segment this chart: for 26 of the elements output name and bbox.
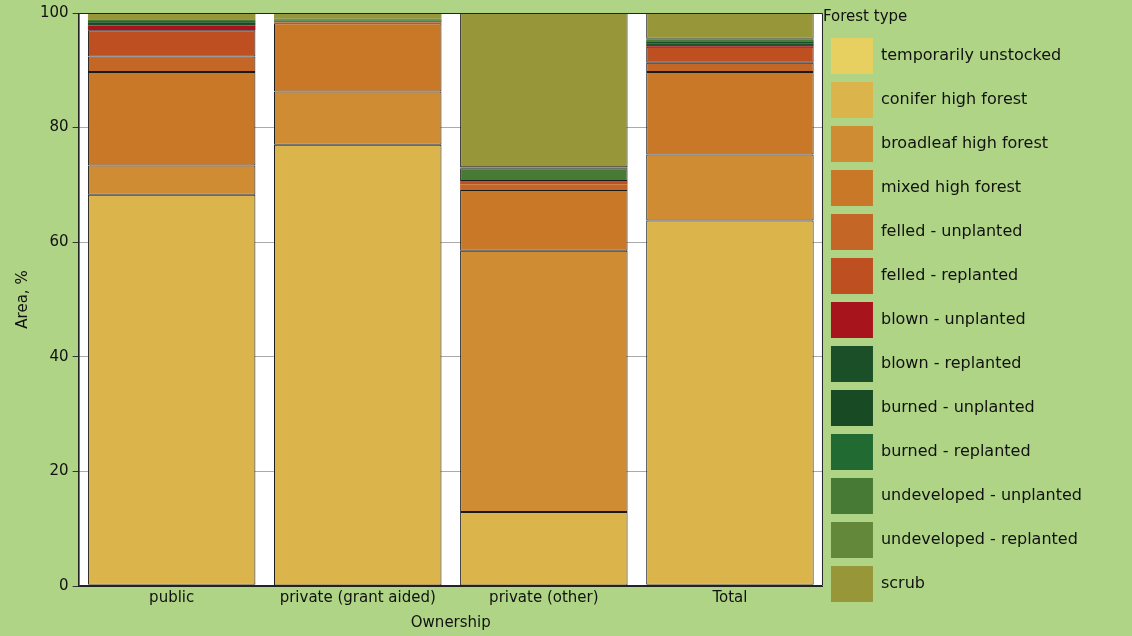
- legend-label: scrub: [880, 573, 925, 593]
- legend-label: undeveloped - unplanted: [880, 485, 1082, 505]
- legend-label: blown - replanted: [880, 353, 1022, 373]
- x-tick-label: private (other): [489, 587, 599, 606]
- legend-label: undeveloped - replanted: [880, 529, 1078, 549]
- y-axis-title: Area, %: [12, 270, 31, 329]
- legend-title: Forest type: [822, 7, 908, 26]
- y-tick-label: 40: [49, 346, 69, 365]
- y-tick-label: 100: [39, 2, 69, 21]
- y-tick-label: 20: [49, 461, 69, 480]
- y-tick-label: 0: [59, 575, 69, 594]
- x-axis-title: Ownership: [410, 612, 491, 631]
- legend-label: burned - replanted: [880, 441, 1031, 461]
- y-tick-label: 80: [49, 117, 69, 136]
- legend-label: burned - unplanted: [880, 397, 1035, 417]
- legend-label: conifer high forest: [880, 89, 1028, 109]
- x-tick-label: Total: [711, 587, 748, 606]
- x-tick-label: public: [149, 587, 195, 606]
- legend-label: blown - unplanted: [880, 309, 1026, 329]
- legend-label: felled - replanted: [880, 265, 1019, 285]
- legend-label: broadleaf high forest: [880, 133, 1048, 153]
- legend-label: mixed high forest: [880, 177, 1022, 197]
- legend-label: temporarily unstocked: [880, 45, 1062, 65]
- legend-label: felled - unplanted: [880, 221, 1023, 241]
- y-tick-label: 60: [49, 232, 69, 251]
- x-tick-label: private (grant aided): [279, 587, 436, 606]
